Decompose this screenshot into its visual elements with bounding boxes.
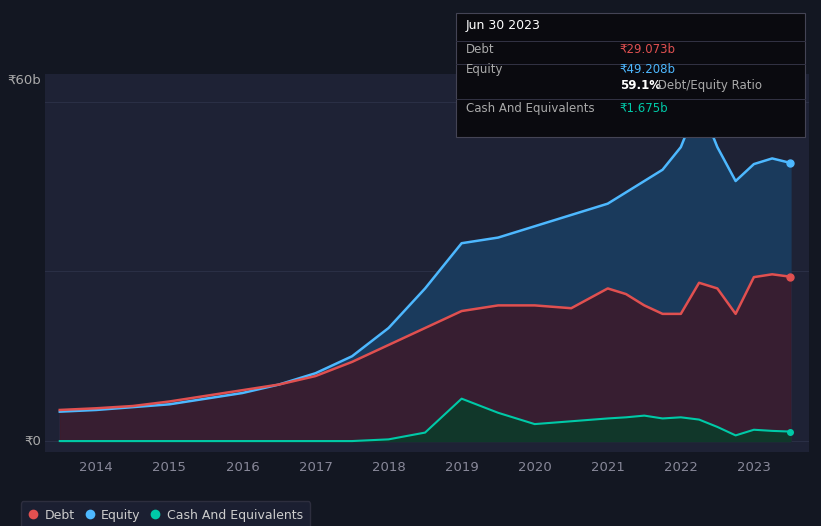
Text: Cash And Equivalents: Cash And Equivalents bbox=[466, 102, 594, 115]
Text: Debt: Debt bbox=[466, 43, 494, 56]
Text: ₹60b: ₹60b bbox=[7, 74, 41, 87]
Text: ₹0: ₹0 bbox=[25, 434, 41, 448]
Text: Equity: Equity bbox=[466, 63, 503, 76]
Text: ₹29.073b: ₹29.073b bbox=[620, 43, 676, 56]
Text: ₹1.675b: ₹1.675b bbox=[620, 102, 668, 115]
Text: 59.1%: 59.1% bbox=[620, 79, 661, 93]
Text: Debt/Equity Ratio: Debt/Equity Ratio bbox=[654, 79, 763, 93]
Legend: Debt, Equity, Cash And Equivalents: Debt, Equity, Cash And Equivalents bbox=[21, 501, 310, 526]
Text: Jun 30 2023: Jun 30 2023 bbox=[466, 19, 540, 32]
Text: ₹49.208b: ₹49.208b bbox=[620, 63, 676, 76]
